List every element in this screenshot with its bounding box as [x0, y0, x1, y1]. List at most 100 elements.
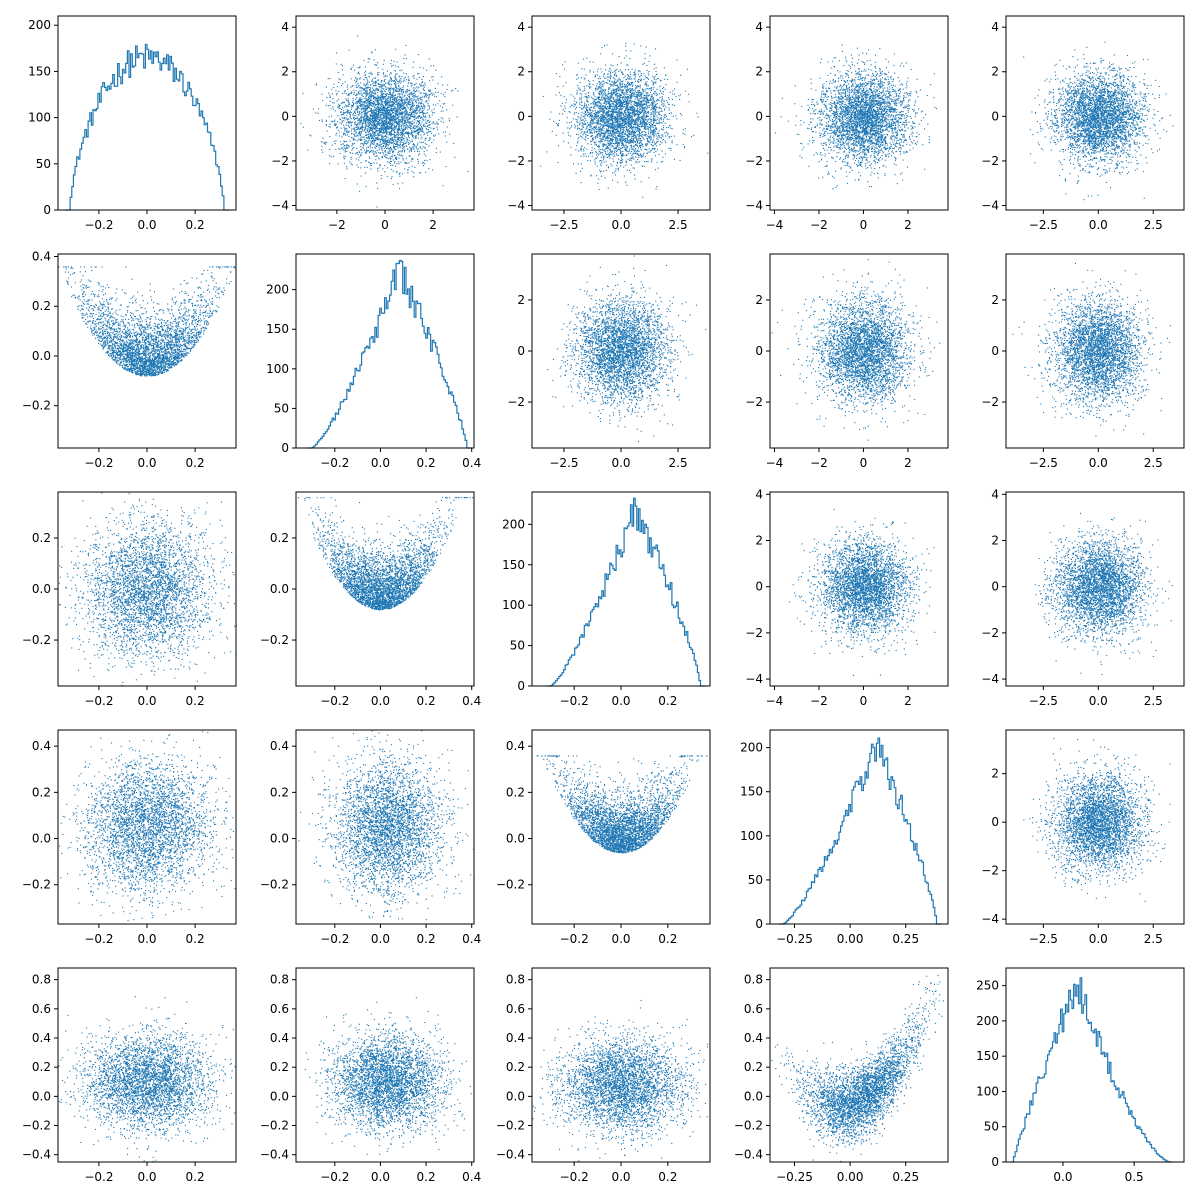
- scatter-point: [392, 143, 393, 144]
- scatter-point: [369, 156, 370, 157]
- scatter-point: [368, 150, 369, 151]
- scatter-point: [403, 100, 404, 101]
- scatter-point: [420, 93, 421, 94]
- scatter-point: [392, 165, 393, 166]
- scatter-point: [432, 123, 433, 124]
- scatter-point: [394, 109, 395, 110]
- scatter-point: [408, 102, 409, 103]
- scatter-point: [381, 121, 382, 122]
- scatter-point: [390, 126, 391, 127]
- scatter-point: [351, 157, 352, 158]
- scatter-point: [364, 102, 365, 103]
- scatter-point: [400, 132, 401, 133]
- scatter-point: [347, 89, 348, 90]
- scatter-point: [378, 128, 379, 129]
- scatter-point: [356, 95, 357, 96]
- scatter-point: [399, 145, 400, 146]
- scatter-point: [372, 147, 373, 148]
- scatter-point: [338, 72, 339, 73]
- scatter-point: [388, 94, 389, 95]
- scatter-point: [402, 150, 403, 151]
- scatter-point: [341, 136, 342, 137]
- scatter-point: [368, 111, 369, 112]
- scatter-point: [365, 102, 366, 103]
- scatter-point: [387, 127, 388, 128]
- scatter-point: [431, 142, 432, 143]
- scatter-point: [411, 161, 412, 162]
- scatter-point: [409, 150, 410, 151]
- scatter-point: [365, 71, 366, 72]
- scatter-point: [370, 130, 371, 131]
- scatter-point: [425, 155, 426, 156]
- scatter-point: [400, 151, 401, 152]
- scatter-point: [399, 76, 400, 77]
- scatter-point: [449, 118, 450, 119]
- scatter-point: [415, 136, 416, 137]
- scatter-point: [364, 114, 365, 115]
- scatter-point: [366, 152, 367, 153]
- scatter-point: [389, 114, 390, 115]
- scatter-point: [426, 150, 427, 151]
- scatter-point: [393, 92, 394, 93]
- scatter-point: [364, 101, 365, 102]
- scatter-point: [429, 124, 430, 125]
- scatter-point: [361, 133, 362, 134]
- scatter-point: [424, 147, 425, 148]
- scatter-point: [385, 98, 386, 99]
- scatter-point: [432, 95, 433, 96]
- scatter-point: [426, 123, 427, 124]
- scatter-point: [316, 84, 317, 85]
- scatter-point: [385, 127, 386, 128]
- scatter-point: [409, 104, 410, 105]
- scatter-point: [343, 149, 344, 150]
- scatter-point: [360, 123, 361, 124]
- scatter-point: [418, 105, 419, 106]
- scatter-point: [378, 123, 379, 124]
- scatter-point: [363, 110, 364, 111]
- scatter-point: [416, 147, 417, 148]
- scatter-point: [348, 99, 349, 100]
- scatter-point: [336, 63, 337, 64]
- scatter-point: [397, 131, 398, 132]
- scatter-point: [355, 82, 356, 83]
- scatter-point: [403, 113, 404, 114]
- scatter-point: [401, 137, 402, 138]
- scatter-point: [422, 111, 423, 112]
- scatter-point: [329, 124, 330, 125]
- scatter-point: [365, 161, 366, 162]
- scatter-point: [350, 111, 351, 112]
- scatter-point: [378, 96, 379, 97]
- scatter-point: [391, 81, 392, 82]
- scatter-point: [347, 100, 348, 101]
- scatter-point: [399, 105, 400, 106]
- scatter-point: [356, 90, 357, 91]
- scatter-point: [378, 67, 379, 68]
- scatter-point: [392, 125, 393, 126]
- scatter-point: [412, 104, 413, 105]
- scatter-point: [390, 158, 391, 159]
- scatter-point: [415, 135, 416, 136]
- scatter-point: [372, 83, 373, 84]
- scatter-point: [415, 119, 416, 120]
- scatter-point: [425, 85, 426, 86]
- scatter-point: [330, 127, 331, 128]
- scatter-point: [359, 111, 360, 112]
- scatter-point: [436, 121, 437, 122]
- scatter-point: [377, 92, 378, 93]
- scatter-point: [414, 146, 415, 147]
- scatter-point: [445, 166, 446, 167]
- scatter-point: [383, 117, 384, 118]
- scatter-point: [405, 77, 406, 78]
- scatter-point: [376, 156, 377, 157]
- scatter-point: [396, 163, 397, 164]
- scatter-point: [381, 144, 382, 145]
- scatter-point: [379, 149, 380, 150]
- scatter-point: [403, 91, 404, 92]
- scatter-point: [402, 125, 403, 126]
- scatter-point: [377, 73, 378, 74]
- scatter-point: [393, 140, 394, 141]
- scatter-point: [394, 135, 395, 136]
- scatter-point: [416, 102, 417, 103]
- scatter-point: [387, 112, 388, 113]
- scatter-point: [405, 109, 406, 110]
